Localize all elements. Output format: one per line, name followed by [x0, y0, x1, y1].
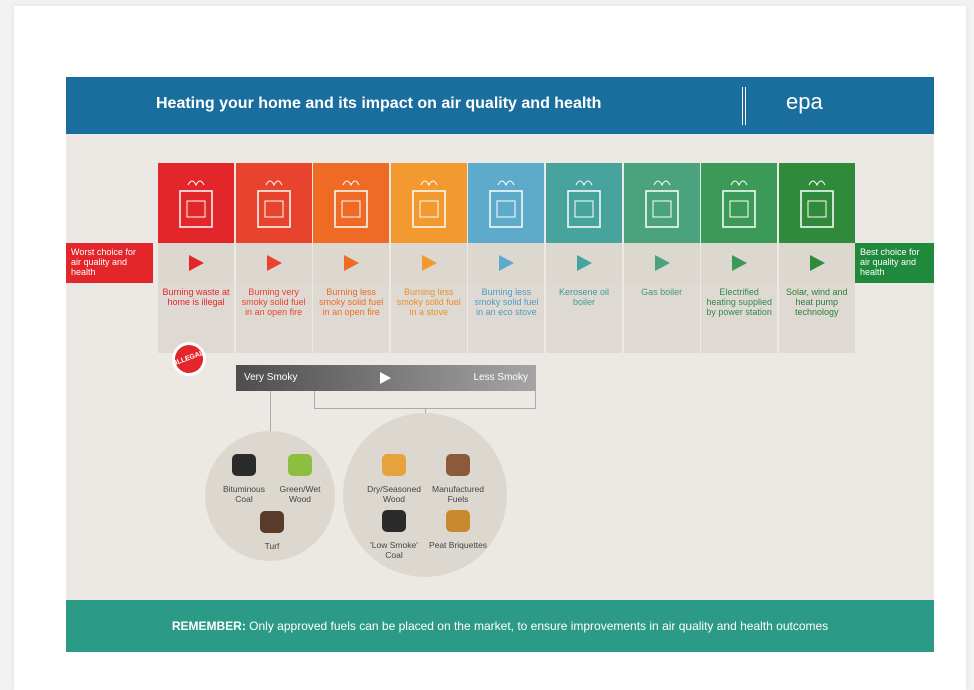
footer-bold: REMEMBER:: [172, 619, 246, 633]
icon-box: [391, 163, 467, 243]
title: Heating your home and its impact on air …: [156, 95, 601, 113]
arrow: [468, 243, 544, 283]
arrow-cell: [701, 243, 777, 283]
icon: [158, 163, 234, 243]
fuel-icon: [446, 510, 470, 532]
fuel-label: Bituminous Coal: [214, 484, 274, 504]
arrow: [546, 243, 622, 283]
icon: [468, 163, 544, 243]
arrow: [624, 243, 700, 283]
icon: [624, 163, 700, 243]
arrow: [236, 243, 312, 283]
icon-box: [313, 163, 389, 243]
icon-box: [546, 163, 622, 243]
arrow-cell: [313, 243, 389, 283]
arrow: [378, 371, 392, 385]
arrow-cell: [546, 243, 622, 283]
icon-box: [158, 163, 234, 243]
connector: [314, 391, 536, 409]
column-label: Burning less smoky solid fuel in an open…: [313, 283, 389, 353]
connector: [270, 391, 271, 431]
page: Heating your home and its impact on air …: [14, 6, 966, 690]
column-label: Burning very smoky solid fuel in an open…: [236, 283, 312, 353]
footer-text: Only approved fuels can be placed on the…: [249, 619, 828, 633]
smoke-bar: Very Smoky Less Smoky: [236, 365, 536, 391]
icon-box: [236, 163, 312, 243]
footer: REMEMBER: Only approved fuels can be pla…: [66, 600, 934, 652]
fuel-icon: [446, 454, 470, 476]
column-label: Kerosene oil boiler: [546, 283, 622, 353]
best: Best choice for air quality and health: [855, 243, 934, 283]
arrow-cell: [391, 243, 467, 283]
fuel-label: Dry/Seasoned Wood: [364, 484, 424, 504]
fuel-icon: [288, 454, 312, 476]
arrow: [158, 243, 234, 283]
smoke-left: Very Smoky: [244, 372, 297, 383]
header: Heating your home and its impact on air …: [66, 77, 934, 134]
fuel-icon: [260, 511, 284, 533]
icon-box: [701, 163, 777, 243]
fuel-icon: [382, 510, 406, 532]
column-label: Solar, wind and heat pump technology: [779, 283, 855, 353]
column-label: Electrified heating supplied by power st…: [701, 283, 777, 353]
icon: [701, 163, 777, 243]
fuel-label: Turf: [242, 541, 302, 551]
fuel-icon: [382, 454, 406, 476]
icon: [236, 163, 312, 243]
worst: Worst choice for air quality and health: [66, 243, 153, 283]
icon: [546, 163, 622, 243]
fuel-label: Peat Briquettes: [428, 540, 488, 550]
arrow-cell: [468, 243, 544, 283]
arrow: [701, 243, 777, 283]
arrow: [313, 243, 389, 283]
logo: epa: [786, 89, 823, 115]
icon: [391, 163, 467, 243]
fuel-icon: [232, 454, 256, 476]
arrow: [779, 243, 855, 283]
icon-box: [624, 163, 700, 243]
arrow-cell: [779, 243, 855, 283]
column-label: Burning less smoky solid fuel in a stove: [391, 283, 467, 353]
icon: [779, 163, 855, 243]
fuel-label: 'Low Smoke' Coal: [364, 540, 424, 560]
smoke-right: Less Smoky: [474, 372, 528, 383]
arrow-cell: [158, 243, 234, 283]
fuel-label: Manufactured Fuels: [428, 484, 488, 504]
arrow: [391, 243, 467, 283]
column-label: Gas boiler: [624, 283, 700, 353]
icon-box: [468, 163, 544, 243]
separator: [742, 87, 746, 125]
column-label: Burning less smoky solid fuel in an eco …: [468, 283, 544, 353]
arrow-cell: [236, 243, 312, 283]
fuel-label: Green/Wet Wood: [270, 484, 330, 504]
icon: [313, 163, 389, 243]
arrow-cell: [624, 243, 700, 283]
icon-box: [779, 163, 855, 243]
